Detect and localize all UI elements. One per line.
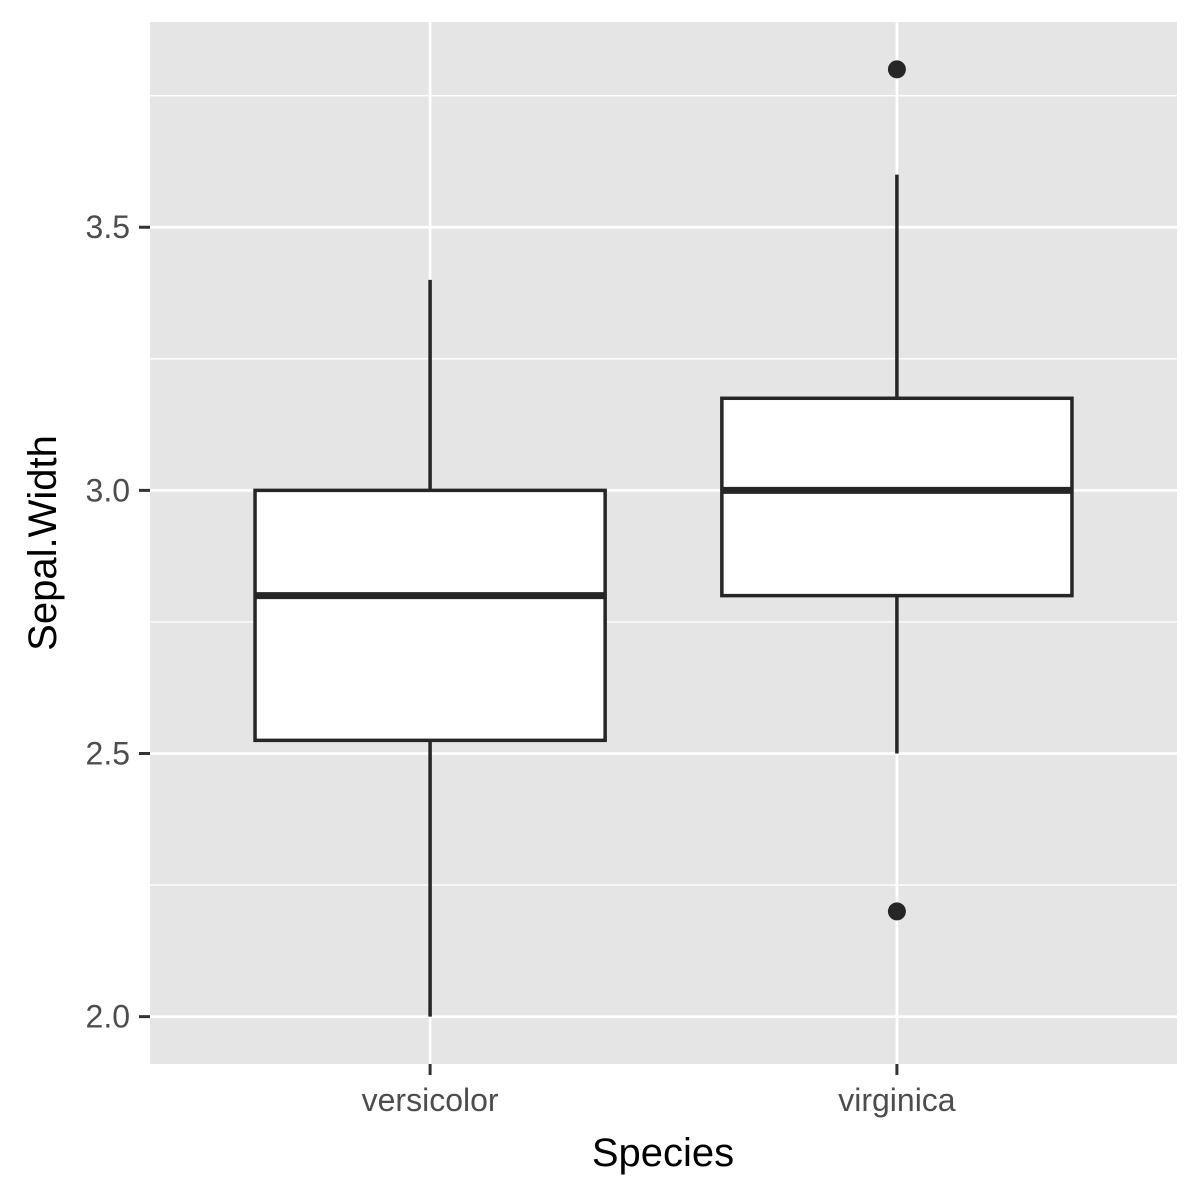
x-axis: versicolor virginica [362, 1064, 956, 1118]
y-axis: 2.0 2.5 3.0 3.5 [86, 209, 150, 1035]
boxes-layer [253, 60, 1074, 1017]
outlier-point [887, 902, 906, 921]
x-tick-label: virginica [838, 1082, 956, 1118]
y-axis-title: Sepal.Width [21, 435, 65, 651]
y-tick-label: 2.5 [86, 736, 130, 772]
y-tick-label: 2.0 [86, 999, 130, 1035]
y-tick-label: 3.0 [86, 472, 130, 508]
box-versicolor [253, 279, 607, 1017]
x-tick-label: versicolor [362, 1082, 499, 1118]
y-tick-label: 3.5 [86, 209, 130, 245]
box-virginica [720, 60, 1074, 921]
iqr-box [720, 396, 1074, 598]
outlier-point [887, 60, 906, 79]
x-axis-title: Species [592, 1131, 734, 1175]
iqr-box [253, 488, 607, 743]
